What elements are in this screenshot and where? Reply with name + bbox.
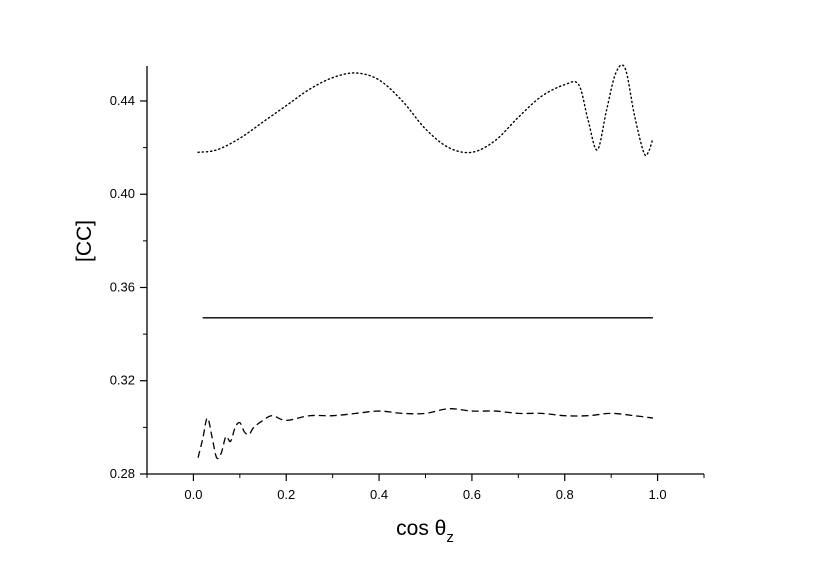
y-axis-title: [CC] bbox=[73, 220, 96, 262]
y-axis-ticks: 0.28 0.32 0.36 0.40 0.44 bbox=[110, 93, 147, 481]
x-axis-title-subscript: z bbox=[446, 529, 454, 546]
x-tick-label: 0.2 bbox=[277, 487, 295, 502]
series-line-dashed bbox=[197, 408, 654, 460]
y-tick-label: 0.36 bbox=[110, 279, 135, 294]
x-axis-title: cos θz bbox=[396, 517, 454, 546]
data-series bbox=[197, 64, 654, 460]
y-tick-label: 0.28 bbox=[110, 466, 135, 481]
x-axis-title-main: cos θ bbox=[396, 517, 446, 540]
x-tick-label: 1.0 bbox=[649, 487, 667, 502]
y-tick-label: 0.44 bbox=[110, 93, 135, 108]
series-line-dotted bbox=[197, 64, 654, 157]
x-tick-label: 0.4 bbox=[370, 487, 388, 502]
y-tick-label: 0.40 bbox=[110, 186, 135, 201]
x-tick-label: 0.8 bbox=[556, 487, 574, 502]
x-axis-ticks: 0.0 0.2 0.4 0.6 0.8 1.0 bbox=[146, 474, 705, 502]
y-tick-label: 0.32 bbox=[110, 373, 135, 388]
axes bbox=[146, 66, 704, 475]
x-tick-label: 0.6 bbox=[463, 487, 481, 502]
x-tick-label: 0.0 bbox=[184, 487, 202, 502]
